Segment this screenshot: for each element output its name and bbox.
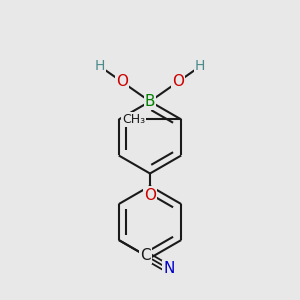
Text: B: B xyxy=(145,94,155,109)
Text: O: O xyxy=(116,74,128,89)
Text: CH₃: CH₃ xyxy=(122,113,145,126)
Text: O: O xyxy=(172,74,184,89)
Text: O: O xyxy=(144,188,156,202)
Text: H: H xyxy=(94,59,105,73)
Text: C: C xyxy=(140,248,151,263)
Text: N: N xyxy=(163,261,174,276)
Text: H: H xyxy=(195,59,206,73)
